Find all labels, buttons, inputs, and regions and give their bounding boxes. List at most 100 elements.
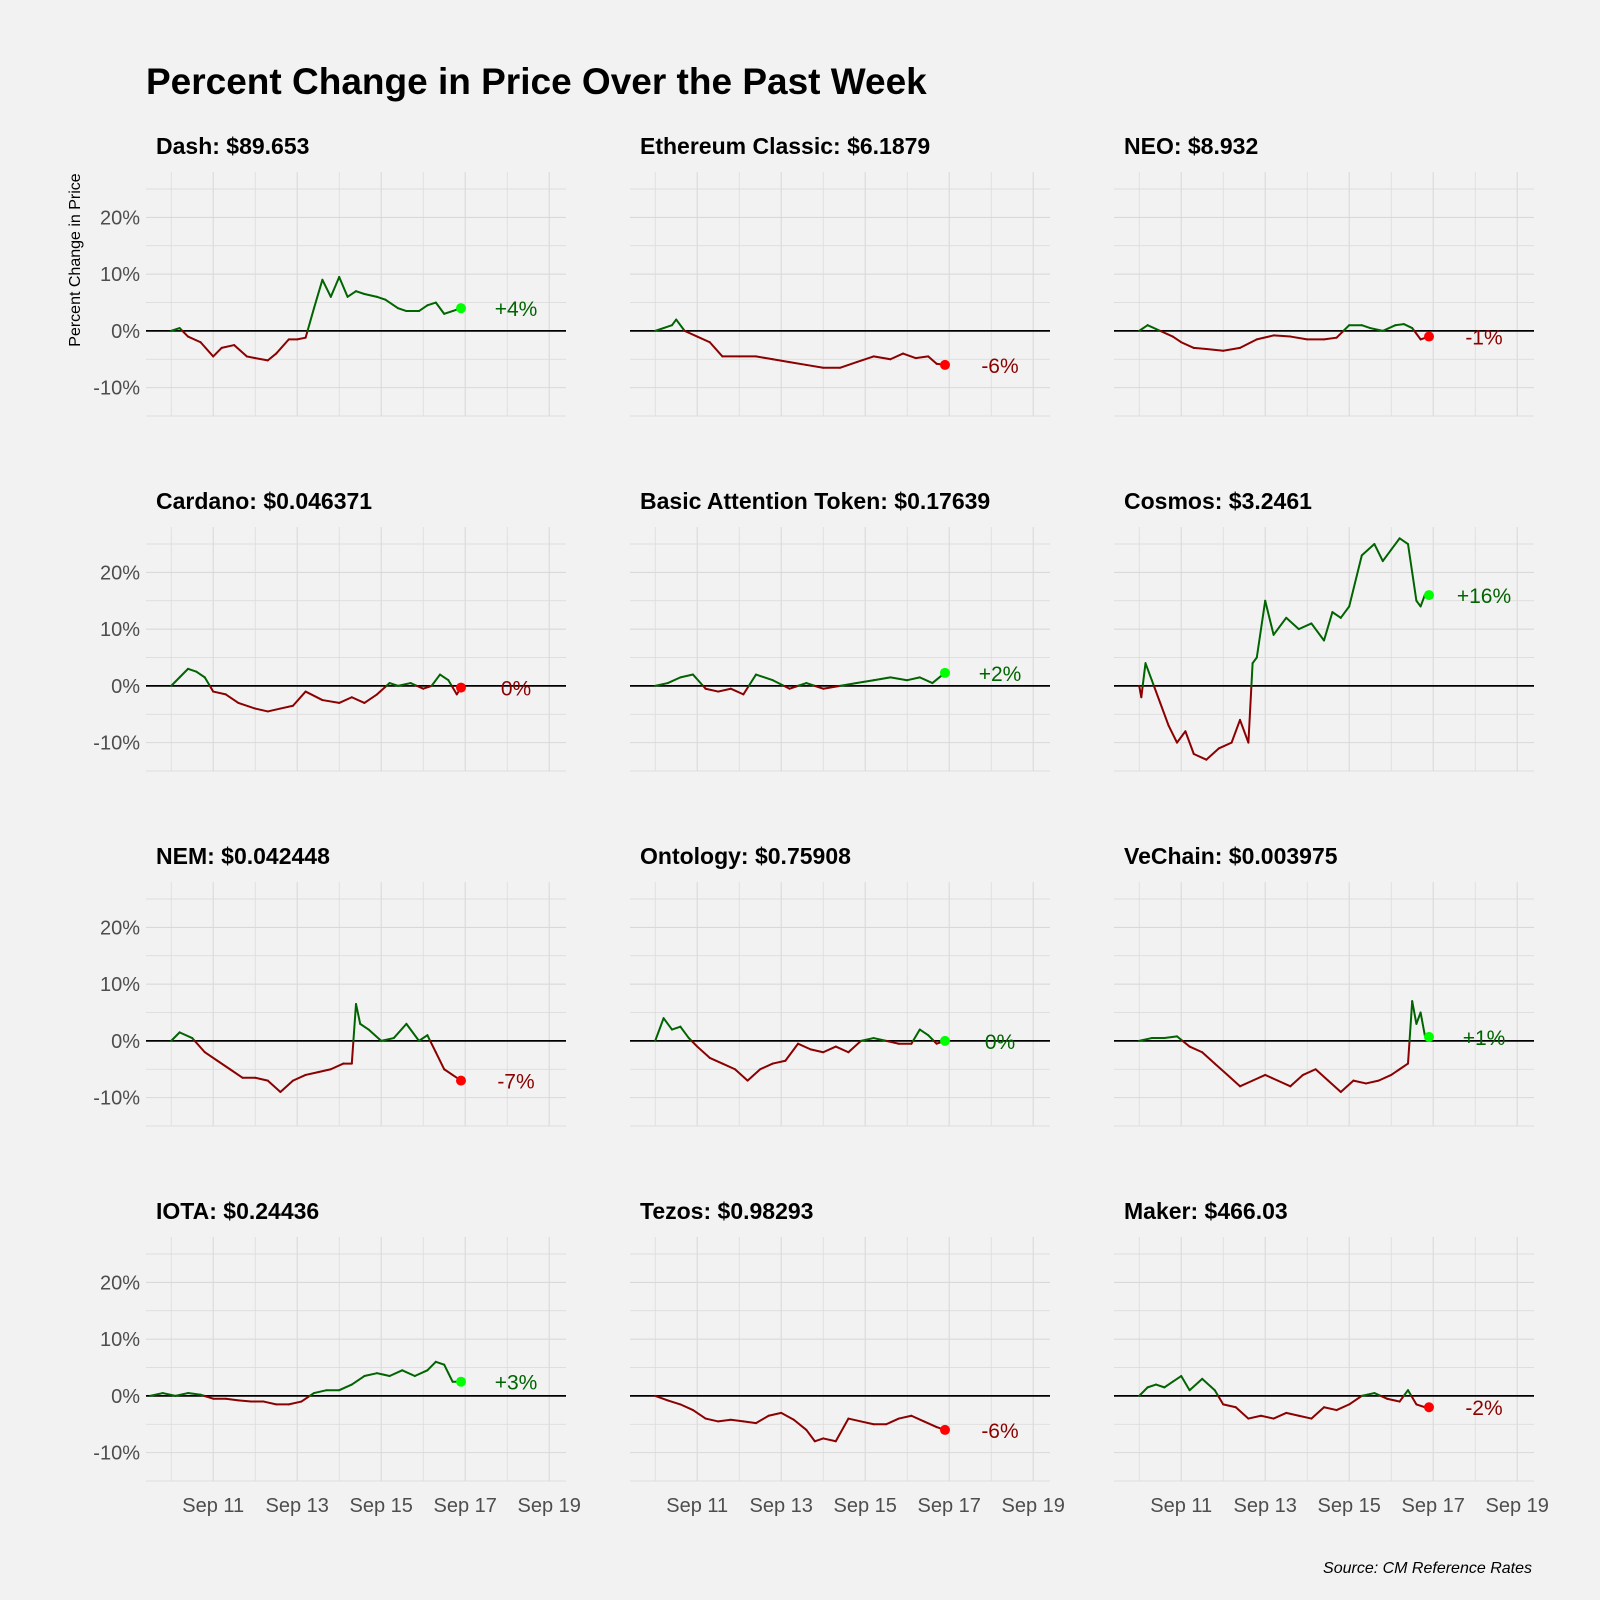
final-point <box>940 1424 950 1435</box>
line-segment <box>266 352 278 362</box>
line-segment <box>363 293 378 298</box>
line-segment <box>1260 599 1267 631</box>
line-segment <box>792 1418 808 1431</box>
line-segment <box>1386 1397 1401 1403</box>
line-segment <box>1167 724 1178 744</box>
change-label: -6% <box>981 1420 1018 1443</box>
line-segment <box>1222 346 1241 352</box>
panel-grid <box>146 882 566 1127</box>
line-segment <box>1260 1414 1275 1420</box>
line-segment <box>1402 323 1414 330</box>
panel-grid <box>630 1237 1050 1482</box>
line-segment <box>1176 730 1187 744</box>
line-segment <box>847 1417 862 1423</box>
panel-title: Dash: $89.653 <box>156 133 309 159</box>
line-segment <box>300 1394 311 1403</box>
line-segment <box>1411 571 1418 602</box>
line-segment <box>1415 1011 1422 1025</box>
line-segment <box>409 682 418 687</box>
final-point <box>1424 1031 1434 1042</box>
line-segment <box>860 1037 875 1042</box>
line-segment <box>834 1417 850 1443</box>
x-tick-label: Sep 13 <box>266 1495 329 1517</box>
line-segment <box>304 1071 320 1076</box>
panel-title: NEO: $8.932 <box>1124 133 1258 159</box>
line-segment <box>275 338 290 355</box>
y-tick-label: -10% <box>93 378 140 400</box>
line-segment <box>415 684 425 690</box>
line-segment <box>224 693 240 704</box>
line-segment <box>397 682 412 687</box>
line-segment <box>313 1389 328 1395</box>
line-segment <box>392 1022 408 1040</box>
line-segment <box>212 690 227 696</box>
panel-nem: NEM: $0.042448 20% 10% 0% -10% -7% <box>93 843 566 1127</box>
line-segment <box>662 324 673 330</box>
panel-grid <box>1114 527 1534 772</box>
line-segment <box>355 290 366 295</box>
line-segment <box>1407 1039 1411 1065</box>
line-segment <box>434 1051 446 1071</box>
panel-tezos: Tezos: $0.98293 Sep 11 Sep 13 Sep 15 Sep 17 S… <box>630 1198 1065 1517</box>
panel-grid <box>1114 1237 1534 1482</box>
line-segment <box>1239 718 1250 744</box>
final-point <box>456 303 466 314</box>
y-tick-label: 20% <box>100 207 140 229</box>
line-segment <box>413 1369 429 1378</box>
line-segment <box>426 1034 432 1042</box>
line-segment <box>233 344 248 358</box>
line-segment <box>1171 335 1183 344</box>
line-segment <box>359 1022 370 1031</box>
change-label: 0% <box>501 678 531 701</box>
x-tick-label: Sep 11 <box>1150 1495 1212 1517</box>
line-segment <box>304 690 324 702</box>
line-segment <box>1413 329 1422 341</box>
line-segment <box>350 1039 355 1065</box>
line-segment <box>1310 1406 1325 1420</box>
line-segment <box>1289 1073 1304 1088</box>
line-segment <box>822 1437 837 1443</box>
line-segment <box>654 682 669 687</box>
panel-iota: IOTA: $0.24436 20% 10% 0% -10% Sep 11 Sep 13 Se… <box>93 1198 581 1517</box>
price-line <box>170 275 462 362</box>
line-segment <box>388 1369 404 1378</box>
line-segment <box>1323 611 1334 642</box>
line-segment <box>729 687 745 696</box>
final-point <box>1424 590 1434 601</box>
line-segment <box>296 336 307 341</box>
panel-title: Cosmos: $3.2461 <box>1124 488 1312 514</box>
change-label: +1% <box>1463 1027 1506 1050</box>
price-line <box>654 318 946 369</box>
x-tick-label: Sep 19 <box>1486 1495 1549 1517</box>
change-label: +2% <box>979 663 1022 686</box>
x-tick-label: Sep 19 <box>518 1495 581 1517</box>
line-segment <box>872 1037 888 1042</box>
line-segment <box>767 1411 783 1417</box>
line-segment <box>1348 1394 1363 1406</box>
line-segment <box>1152 684 1162 704</box>
y-tick-label: 20% <box>100 1272 140 1294</box>
line-segment <box>229 1068 244 1079</box>
line-segment <box>321 699 341 704</box>
line-segment <box>755 355 774 361</box>
line-segment <box>313 278 324 310</box>
line-segment <box>279 1079 294 1093</box>
line-segment <box>1369 327 1384 332</box>
line-segment <box>1138 324 1149 332</box>
line-segment <box>178 667 189 679</box>
line-segment <box>696 335 711 344</box>
panel-title: Ethereum Classic: $6.1879 <box>640 133 930 159</box>
x-tick-label: Sep 13 <box>750 1495 813 1517</box>
x-tick-label: Sep 13 <box>1234 1495 1297 1517</box>
change-label: -2% <box>1465 1397 1502 1420</box>
panel-vechain: VeChain: $0.003975 +1% <box>1114 843 1534 1127</box>
line-segment <box>1205 747 1220 761</box>
line-segment <box>717 687 732 693</box>
panel-title: Cardano: $0.046371 <box>156 488 372 514</box>
x-tick-label: Sep 17 <box>918 1495 981 1517</box>
line-segment <box>1159 701 1170 727</box>
line-segment <box>1205 348 1225 352</box>
line-segment <box>906 676 921 682</box>
final-point <box>456 1376 466 1387</box>
panel-title: Ontology: $0.75908 <box>640 843 851 869</box>
